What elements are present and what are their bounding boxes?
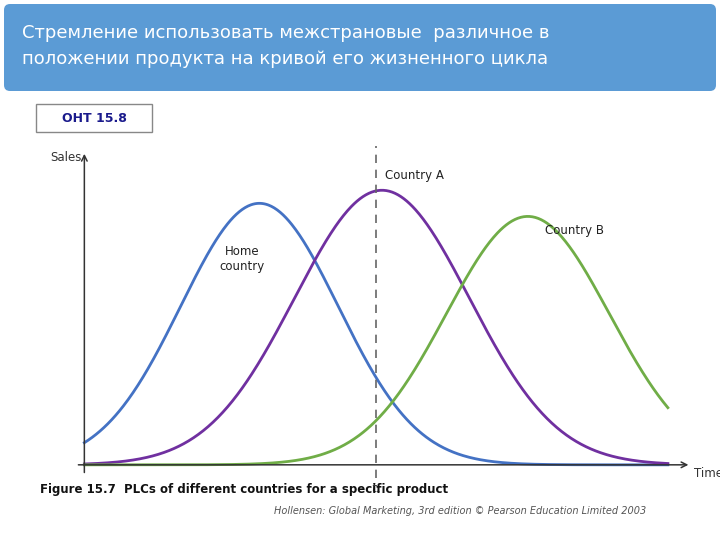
Text: Sales: Sales bbox=[50, 151, 81, 164]
Text: Home
country: Home country bbox=[220, 245, 264, 273]
Text: Hollensen: Global Marketing, 3rd edition © Pearson Education Limited 2003: Hollensen: Global Marketing, 3rd edition… bbox=[274, 506, 646, 516]
Text: Стремление использовать межстрановые  различное в
положении продукта на кривой е: Стремление использовать межстрановые раз… bbox=[22, 24, 549, 68]
Text: ОНТ 15.8: ОНТ 15.8 bbox=[62, 111, 127, 125]
Text: Figure 15.7  PLCs of different countries for a specific product: Figure 15.7 PLCs of different countries … bbox=[40, 483, 448, 496]
FancyBboxPatch shape bbox=[4, 4, 716, 91]
Text: Time: Time bbox=[694, 468, 720, 481]
Text: t₁: t₁ bbox=[372, 482, 381, 495]
Text: Country B: Country B bbox=[545, 224, 604, 237]
FancyBboxPatch shape bbox=[36, 104, 152, 132]
Text: Country A: Country A bbox=[385, 170, 444, 183]
